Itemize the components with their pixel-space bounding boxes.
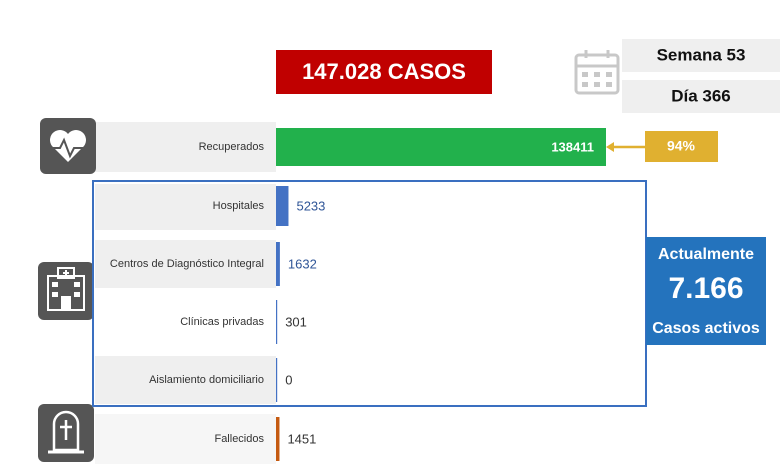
week: Semana 53 — [657, 45, 746, 64]
value-label: 301 — [285, 314, 307, 329]
row-bg — [95, 184, 276, 230]
hospital-icon — [38, 262, 94, 320]
category-label: Clínicas privadas — [180, 316, 264, 328]
week-box — [622, 39, 780, 72]
bar — [276, 186, 289, 226]
category-label: Hospitales — [213, 200, 265, 212]
day-box — [622, 80, 780, 113]
heart-icon — [40, 118, 96, 174]
total-cases: 147.028 CASOS — [302, 59, 466, 84]
active-caption: Casos activos — [652, 320, 760, 337]
calendar-icon — [574, 50, 620, 95]
total-box — [276, 50, 492, 94]
value-label: 1632 — [288, 256, 317, 271]
bar — [276, 128, 606, 166]
row-bg — [95, 414, 276, 464]
active-count: 7.166 — [668, 272, 743, 305]
row-bg — [95, 356, 276, 404]
bar — [276, 417, 280, 461]
recovered-share: 94% — [667, 138, 696, 154]
category-label: Centros de Diagnóstico Integral — [110, 258, 264, 270]
day: Día 366 — [671, 86, 731, 105]
active-box — [646, 237, 766, 345]
row-bg — [95, 122, 276, 172]
category-label: Aislamiento domiciliario — [149, 374, 264, 386]
value-label: 0 — [285, 372, 292, 387]
active-heading: Actualmente — [658, 246, 754, 263]
category-label: Recuperados — [199, 141, 265, 153]
bar — [276, 358, 278, 402]
value-label: 1451 — [287, 431, 316, 446]
value-label: 5233 — [296, 198, 325, 213]
tomb-icon — [38, 404, 94, 462]
value-label: 138411 — [551, 139, 594, 154]
bar — [276, 300, 278, 344]
share-arrow-head — [606, 142, 614, 152]
share-box — [645, 131, 718, 162]
bar — [276, 242, 280, 286]
row-bg — [95, 240, 276, 288]
category-label: Fallecidos — [214, 433, 264, 445]
calendar-dots — [582, 72, 612, 87]
